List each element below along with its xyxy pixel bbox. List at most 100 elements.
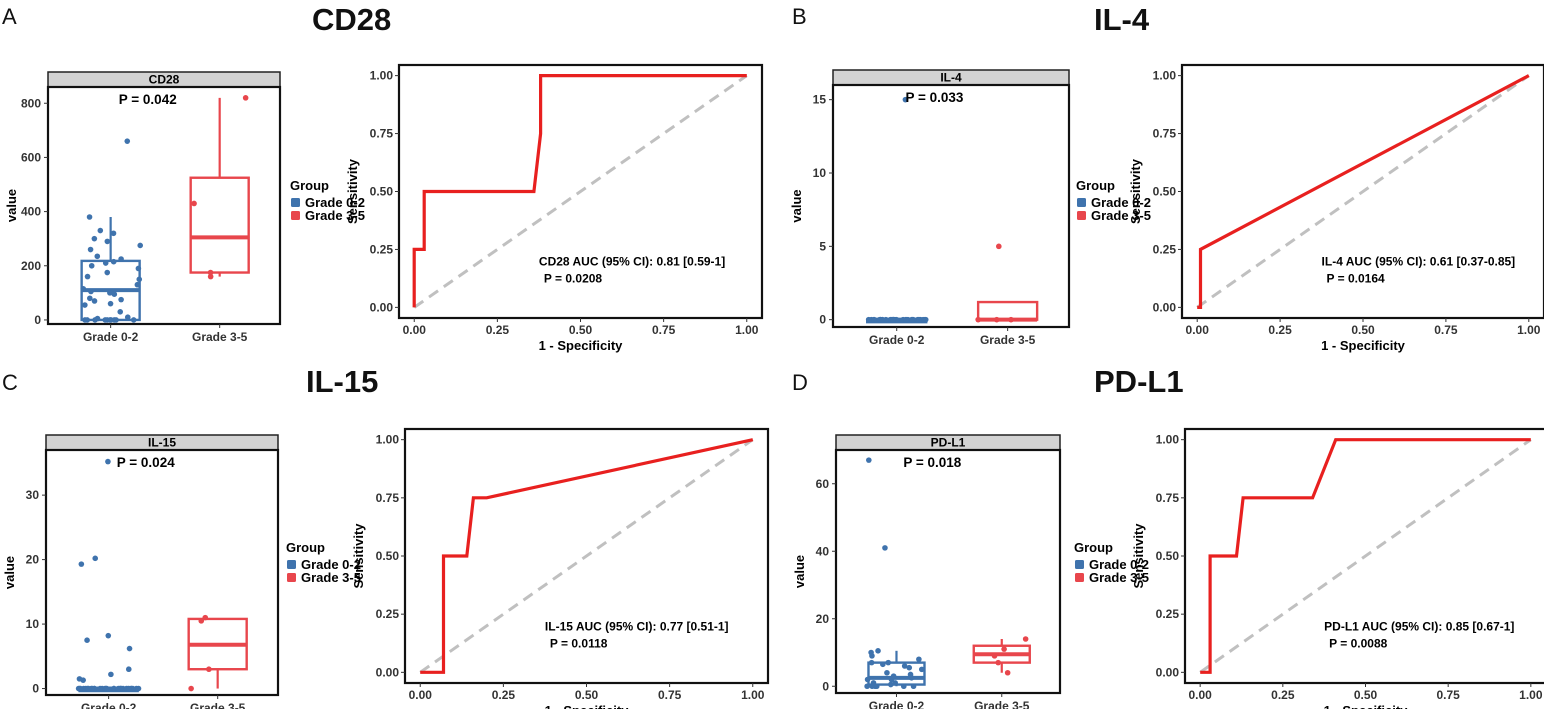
- facet-strip-label: IL-15: [148, 436, 176, 450]
- data-point: [993, 316, 1000, 323]
- legend-item: Grade 0-2: [305, 195, 365, 210]
- data-point: [80, 285, 87, 292]
- x-tick-label: 0.00: [1186, 323, 1210, 337]
- y-tick-label: 40: [816, 544, 830, 558]
- data-point: [134, 281, 141, 288]
- facet-strip-label: PD-L1: [931, 436, 966, 450]
- boxplot: PD-L1 0 20 40 60 value Grade 0-2 Grade 3-5 P = 0…: [792, 434, 1062, 709]
- data-point: [206, 666, 212, 673]
- data-point: [76, 676, 83, 682]
- y-tick-label: 0.75: [370, 127, 394, 141]
- facet-strip-label: CD28: [149, 73, 180, 87]
- x-tick-label: 1.00: [1519, 688, 1543, 702]
- y-tick-label: 15: [813, 93, 827, 107]
- legend-swatch: [1075, 573, 1084, 582]
- y-tick-label: 5: [819, 239, 826, 253]
- data-point: [191, 200, 197, 207]
- boxplot: IL-15 0 10 20 30 value Grade 0-2 Grade 3-5 P = 0…: [2, 434, 280, 709]
- y-axis-label: Sensitivity: [351, 523, 366, 589]
- data-point: [87, 246, 94, 253]
- data-point: [907, 671, 914, 678]
- x-tick-label: 0.00: [409, 688, 433, 702]
- data-point: [866, 457, 872, 463]
- reference-diagonal: [1199, 438, 1532, 674]
- roc-p-value: P = 0.0164: [1327, 272, 1385, 286]
- data-point: [900, 683, 907, 690]
- legend-swatch: [1077, 198, 1086, 207]
- data-point: [124, 138, 131, 144]
- box: [976, 300, 1039, 321]
- y-tick-label: 0.75: [1156, 491, 1180, 505]
- y-tick-label: 1.00: [370, 69, 394, 83]
- data-point: [871, 316, 877, 323]
- legend-swatch: [287, 573, 296, 582]
- y-axis-label: value: [789, 189, 804, 222]
- x-tick-label: Grade 3-5: [190, 701, 246, 709]
- roc-curve: [412, 73, 747, 308]
- boxplot: CD28 0 200 400 600 800 value Grade 0-2 Grade 3-5…: [4, 71, 282, 344]
- data-point: [77, 685, 84, 692]
- data-point: [111, 685, 117, 692]
- x-tick-label: 0.75: [1436, 688, 1460, 702]
- y-tick-label: 0.75: [376, 491, 400, 505]
- roc-plot: 0.00 0.25 0.50 0.75 1.00 0.00 0.25 0.50 0.75 1.00…: [351, 427, 770, 709]
- x-tick-label: 0.00: [1188, 688, 1212, 702]
- y-tick-label: 0.00: [1156, 665, 1180, 679]
- data-point: [84, 273, 91, 280]
- data-point: [110, 230, 117, 237]
- y-tick-label: 0.50: [370, 185, 394, 199]
- legend-swatch: [291, 211, 300, 220]
- data-point: [868, 659, 875, 666]
- x-tick-label: 0.00: [403, 323, 427, 337]
- legend-title: Group: [1076, 178, 1115, 193]
- legend-title: Group: [1074, 540, 1113, 555]
- y-tick-label: 0.25: [1156, 607, 1180, 621]
- auc-annotation: IL-4 AUC (95% CI): 0.61 [0.37-0.85]: [1322, 255, 1516, 269]
- data-point: [104, 238, 111, 245]
- x-tick-label: Grade 3-5: [192, 330, 248, 344]
- roc-plot: 0.00 0.25 0.50 0.75 1.00 0.00 0.25 0.50 0.75 1.00…: [1131, 427, 1544, 709]
- data-point: [901, 663, 908, 669]
- data-point: [82, 302, 88, 308]
- y-tick-label: 0.75: [1153, 127, 1177, 141]
- boxplot: IL-4 0 5 10 15 value Grade 0-2 Grade 3-5 P = 0.0…: [789, 69, 1071, 347]
- data-point: [910, 683, 917, 690]
- x-tick-label: Grade 0-2: [869, 333, 925, 347]
- p-value: P = 0.024: [117, 455, 175, 470]
- x-axis-label: 1 - Specificity: [1321, 338, 1406, 353]
- data-point: [868, 649, 874, 656]
- data-point: [1004, 669, 1011, 676]
- legend-item: Grade 3-5: [305, 208, 365, 223]
- data-point: [890, 673, 897, 679]
- data-point: [125, 685, 132, 692]
- x-tick-label: 0.25: [1271, 688, 1295, 702]
- data-point: [107, 300, 114, 307]
- roc-p-value: P = 0.0088: [1329, 636, 1387, 650]
- data-point: [105, 458, 111, 465]
- roc-curve: [420, 438, 754, 674]
- reference-diagonal: [1196, 74, 1530, 309]
- y-tick-label: 20: [816, 612, 830, 626]
- y-tick-label: 0.50: [1156, 549, 1180, 563]
- data-point: [88, 288, 94, 295]
- roc-plot: 0.00 0.25 0.50 0.75 1.00 0.00 0.25 0.50 0.75 1.00…: [345, 63, 764, 353]
- x-tick-label: Grade 0-2: [81, 701, 137, 709]
- data-point: [884, 669, 890, 676]
- data-point: [864, 676, 871, 683]
- y-tick-label: 10: [26, 617, 40, 631]
- data-point: [110, 258, 117, 265]
- boxplot-frame: [834, 448, 1062, 695]
- y-tick-label: 600: [21, 150, 41, 164]
- y-tick-label: 1.00: [1156, 433, 1180, 447]
- y-tick-label: 0.25: [1153, 242, 1177, 256]
- y-tick-label: 0.50: [1153, 185, 1177, 199]
- legend-item: Grade 0-2: [1089, 557, 1149, 572]
- data-point: [115, 685, 122, 692]
- legend-item: Grade 3-5: [1091, 208, 1151, 223]
- legend-swatch: [287, 560, 296, 569]
- legend-title: Group: [286, 540, 325, 555]
- data-point: [991, 653, 998, 659]
